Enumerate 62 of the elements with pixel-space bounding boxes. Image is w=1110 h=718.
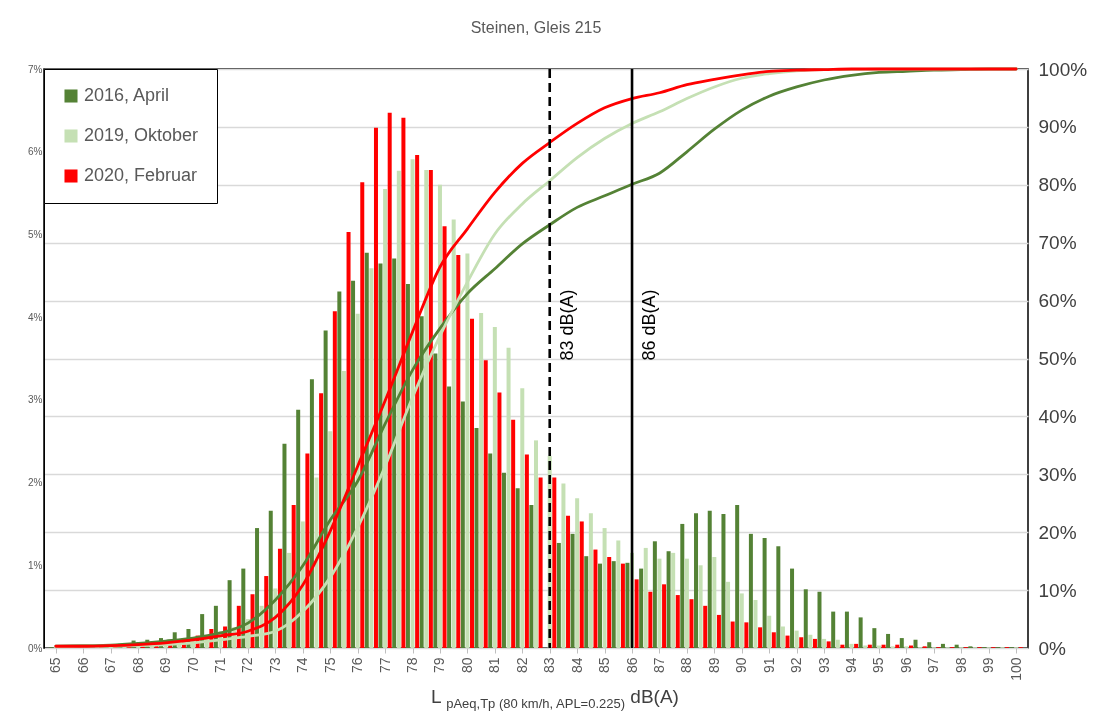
x-tick-label: 72 [239, 657, 256, 674]
x-tick-label: 86 [623, 657, 640, 674]
y2-tick-label: 70% [1038, 232, 1077, 254]
x-tick-label: 82 [513, 657, 530, 674]
x-tick-label: 100 [1007, 657, 1024, 681]
ref-line-label: 86 dB(A) [639, 289, 660, 361]
y2-tick-label: 40% [1038, 405, 1077, 427]
legend-label: 2016, April [84, 85, 170, 105]
x-tick-label: 84 [568, 657, 585, 674]
x-tick-label: 79 [431, 657, 448, 674]
x-tick-label: 67 [102, 657, 119, 674]
x-axis-title: L $_{pAeq,Tp (80 km/h, APL=0.225)}$ dB(A) [430, 686, 680, 711]
y2-tick-label: 0% [1038, 637, 1067, 659]
x-tick-label: 73 [266, 657, 283, 674]
x-tick-label: 99 [980, 657, 997, 674]
x-tick-label: 68 [129, 657, 146, 674]
y-tick-label: 5% [28, 228, 43, 240]
x-tick-label: 69 [157, 657, 174, 674]
x-tick-label: 97 [925, 657, 942, 674]
y2-tick-label: 30% [1038, 463, 1077, 485]
y-tick-label: 7% [28, 63, 43, 75]
x-tick-label: 98 [952, 657, 969, 674]
x-tick-label: 92 [788, 657, 805, 674]
x-tick-label: 66 [74, 657, 91, 674]
legend-label: 2019, Oktober [84, 125, 199, 145]
x-tick-label: 83 [541, 657, 558, 674]
x-tick-label: 85 [596, 657, 613, 674]
legend-label: 2020, Februar [84, 165, 198, 185]
x-tick-label: 77 [376, 657, 393, 674]
y-tick-label: 4% [28, 311, 43, 323]
x-tick-label: 95 [870, 657, 887, 674]
y2-tick-label: 90% [1038, 116, 1077, 138]
y-tick-label: 3% [28, 394, 43, 406]
x-tick-label: 90 [733, 657, 750, 674]
y2-tick-label: 100% [1038, 58, 1088, 80]
x-tick-label: 87 [650, 657, 667, 674]
ref-line-label: 83 dB(A) [556, 289, 577, 361]
y-tick-label: 6% [28, 146, 43, 158]
x-tick-label: 75 [321, 657, 338, 674]
y-tick-label: 1% [28, 559, 43, 571]
y2-tick-label: 60% [1038, 290, 1077, 312]
x-tick-label: 70 [184, 657, 201, 674]
y-tick-label: 2% [28, 477, 43, 489]
x-tick-label: 71 [211, 657, 228, 674]
x-tick-label: 93 [815, 657, 832, 674]
x-tick-label: 65 [47, 657, 64, 674]
y2-tick-label: 50% [1038, 348, 1077, 369]
x-tick-label: 91 [760, 657, 777, 674]
x-tick-label: 76 [349, 657, 366, 674]
x-tick-label: 94 [843, 657, 860, 674]
x-tick-label: 74 [294, 657, 311, 674]
y2-tick-label: 20% [1038, 521, 1077, 543]
x-tick-label: 89 [705, 657, 722, 674]
x-tick-label: 81 [486, 657, 503, 674]
x-tick-label: 88 [678, 657, 695, 674]
chart-title: Steinen, Gleis 215 [470, 19, 602, 36]
x-tick-label: 78 [404, 657, 421, 674]
x-tick-label: 96 [897, 657, 914, 674]
x-tick-label: 80 [458, 657, 475, 674]
y2-tick-label: 80% [1038, 174, 1077, 196]
y-tick-label: 0% [28, 642, 43, 654]
y2-tick-label: 10% [1038, 579, 1077, 601]
